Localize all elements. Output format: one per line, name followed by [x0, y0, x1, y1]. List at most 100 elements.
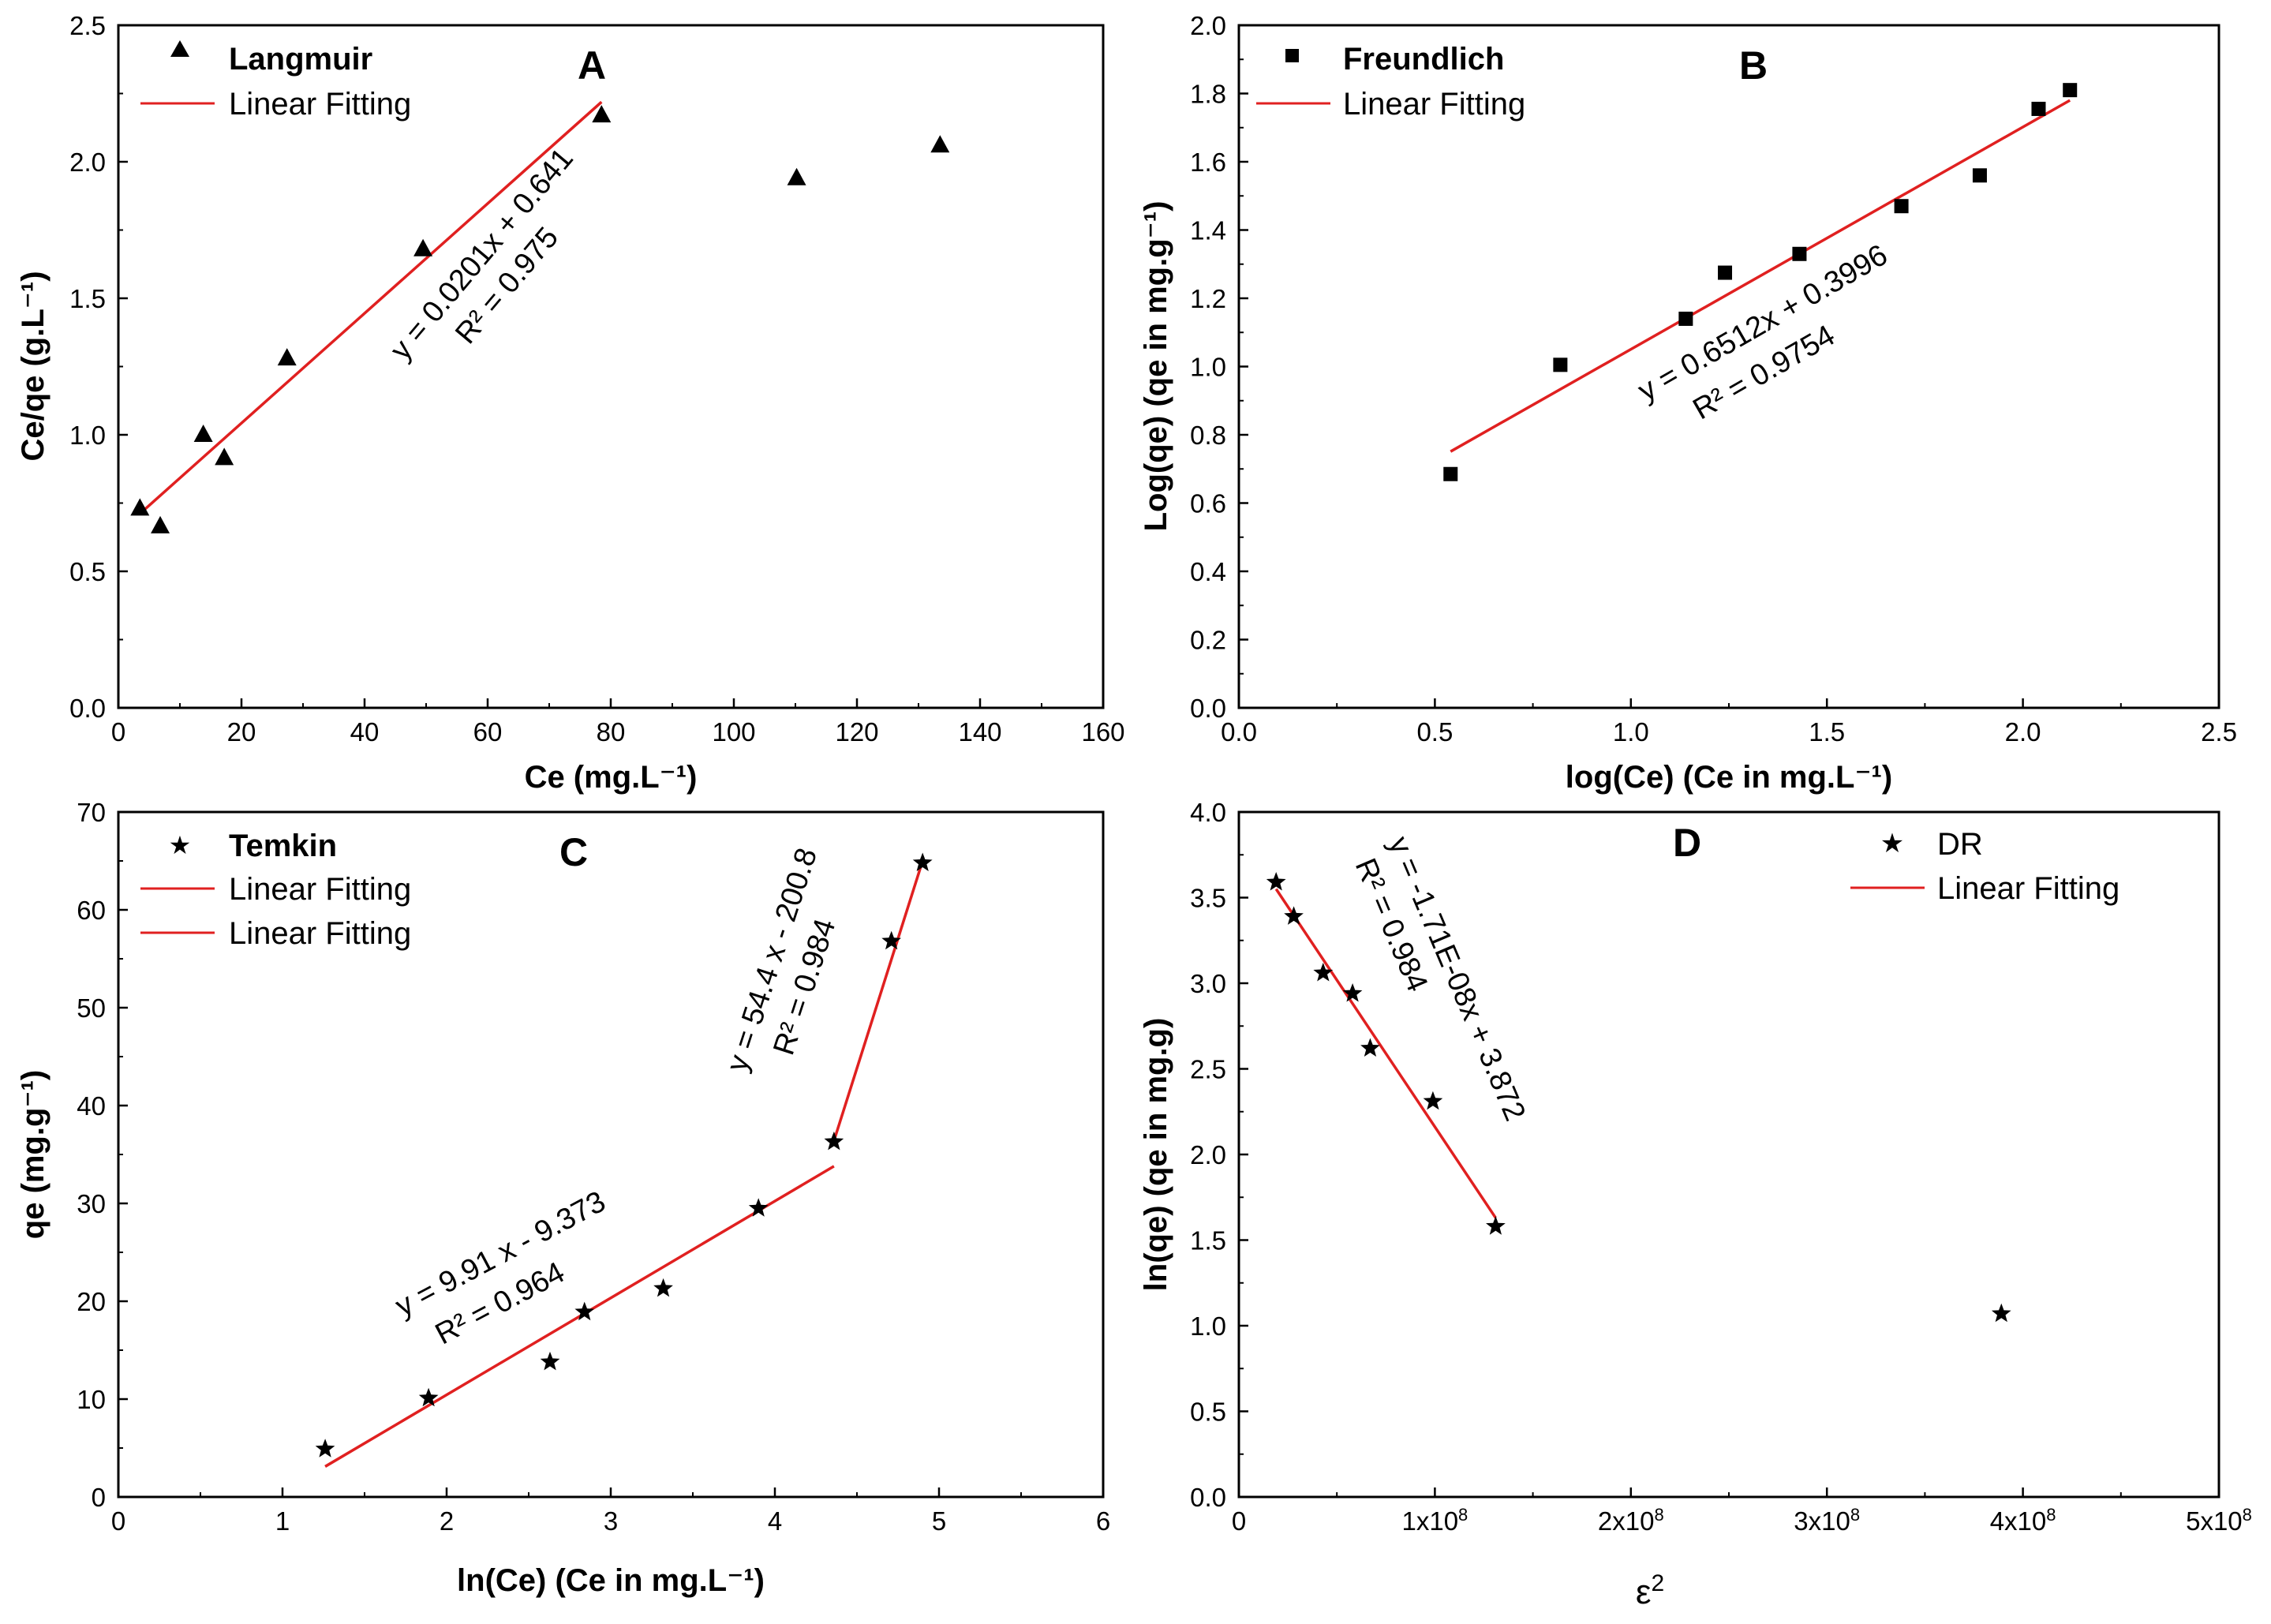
- y-tick-label: 0: [92, 1483, 106, 1512]
- panel-letter: C: [559, 830, 588, 874]
- legend-marker-star: ★: [1880, 829, 1904, 859]
- data-point: [151, 515, 170, 533]
- x-tick-label: 6: [1096, 1506, 1110, 1536]
- y-axis-label: Log(qe) (qe in mg.g⁻¹): [1139, 201, 1173, 532]
- y-axis-label: Ce/qe (g.L⁻¹): [16, 271, 51, 461]
- panel-a-langmuir: 0 20 40 60 80 100 120 140 1600.00.51.01.52.02.5 …: [16, 11, 1125, 795]
- y-tick-label: 60: [77, 896, 106, 925]
- panel-letter: B: [1739, 43, 1768, 88]
- x-tick-label: 100: [712, 717, 755, 747]
- panel-letter: A: [578, 43, 606, 88]
- y-axis-label: ln(qe) (qe in mg.g): [1139, 1018, 1173, 1292]
- y-tick-label: 2.0: [69, 148, 106, 177]
- y-tick-label: 4.0: [1190, 798, 1226, 827]
- data-point: [881, 930, 901, 950]
- data-point: [1423, 1091, 1443, 1110]
- data-point: [1792, 246, 1807, 261]
- y-tick-label: 0.2: [1190, 626, 1226, 655]
- y-tick-label: 0.0: [69, 694, 106, 723]
- y-tick-label: 1.4: [1190, 216, 1226, 245]
- y-axis-label: qe (mg.g⁻¹): [16, 1070, 51, 1239]
- x-tick-label: 0: [1232, 1506, 1246, 1536]
- y-tick-label: 20: [77, 1287, 106, 1316]
- x-tick-label: 2.0: [2005, 717, 2041, 747]
- y-tick-label: 0.6: [1190, 489, 1226, 518]
- y-tick-label: 3.5: [1190, 884, 1226, 913]
- x-tick-label: 40: [350, 717, 380, 747]
- x-tick-label: 120: [835, 717, 878, 747]
- data-point: [1313, 963, 1334, 982]
- data-point: [2063, 83, 2078, 98]
- legend-series-label: DR: [1937, 827, 1983, 862]
- data-point: [1553, 357, 1568, 372]
- y-tick-label: 2.5: [69, 11, 106, 40]
- data-point: [653, 1278, 673, 1297]
- legend-fit-label: Linear Fitting: [229, 916, 411, 951]
- data-point: [413, 238, 433, 256]
- data-point: [1678, 311, 1693, 326]
- data-point: [1284, 906, 1304, 925]
- data-point: [1972, 168, 1987, 183]
- y-tick-label: 2.0: [1190, 1140, 1226, 1169]
- y-tick-label: 1.8: [1190, 80, 1226, 109]
- fit-line: [1274, 888, 1497, 1219]
- y-tick-label: 0.8: [1190, 421, 1226, 450]
- data-point: [824, 1131, 844, 1151]
- y-tick-label: 50: [77, 993, 106, 1023]
- plot-frame: [117, 810, 1105, 1499]
- plot-frame: [1237, 24, 2220, 709]
- data-point: [1443, 466, 1458, 481]
- legend: Langmuir Linear Fitting: [140, 40, 411, 122]
- x-tick-label: 0: [111, 717, 125, 747]
- x-axis-label: ln(Ce) (Ce in mg.L⁻¹): [457, 1563, 765, 1598]
- x-tick-label: 160: [1081, 717, 1124, 747]
- x-tick-label: 140: [958, 717, 1001, 747]
- plot-frame: [117, 24, 1105, 709]
- y-tick-label: 70: [77, 798, 106, 827]
- legend-series-label: Langmuir: [229, 42, 372, 77]
- x-tick-label: 4: [768, 1506, 782, 1536]
- x-tick-label: 1.0: [1613, 717, 1649, 747]
- legend-series-label: Freundlich: [1343, 42, 1504, 77]
- data-point: [1718, 265, 1733, 280]
- y-tick-label: 0.5: [69, 557, 106, 586]
- y-tick-label: 0.0: [1190, 1483, 1226, 1512]
- x-tick-label: 2: [440, 1506, 454, 1536]
- data-point: [193, 425, 213, 442]
- data-point: [540, 1351, 560, 1371]
- legend: ★ Temkin Linear Fitting Linear Fitting: [140, 829, 411, 951]
- legend-fit-label: Linear Fitting: [1343, 87, 1525, 122]
- fit-line: [1450, 99, 2071, 453]
- y-tick-label: 1.6: [1190, 148, 1226, 177]
- x-tick-label: 5x108: [2186, 1505, 2252, 1536]
- x-axis-label: log(Ce) (Ce in mg.L⁻¹): [1566, 760, 1892, 795]
- x-tick-label: 5: [932, 1506, 946, 1536]
- y-tick-label: 2.0: [1190, 11, 1226, 40]
- data-point: [1360, 1038, 1380, 1057]
- x-axis-label: ε2: [1636, 1570, 1664, 1611]
- y-tick-label: 0.0: [1190, 694, 1226, 723]
- data-point: [315, 1439, 335, 1457]
- legend-fit-label: Linear Fitting: [229, 87, 411, 122]
- x-tick-label: 2.5: [2201, 717, 2237, 747]
- fit-equation-low: y = 9.91 x - 9.373 R² = 0.964: [390, 1185, 611, 1352]
- legend-marker-star: ★: [169, 831, 192, 859]
- x-tick-label: 80: [597, 717, 626, 747]
- data-point: [592, 105, 612, 123]
- x-tick-label: 4x108: [1990, 1505, 2056, 1536]
- data-point: [2031, 101, 2046, 116]
- legend-fit-label: Linear Fitting: [229, 872, 411, 907]
- legend-series-label: Temkin: [229, 829, 337, 863]
- y-tick-label: 1.0: [69, 421, 106, 450]
- data-point: [1991, 1303, 2011, 1323]
- y-tick-label: 0.5: [1190, 1398, 1226, 1427]
- x-tick-label: 20: [227, 717, 256, 747]
- x-tick-label: 3x108: [1794, 1505, 1860, 1536]
- data-point: [277, 348, 297, 366]
- data-point: [930, 135, 950, 153]
- y-tick-label: 1.2: [1190, 284, 1226, 313]
- x-tick-label: 3: [604, 1506, 618, 1536]
- x-tick-label: 60: [473, 717, 503, 747]
